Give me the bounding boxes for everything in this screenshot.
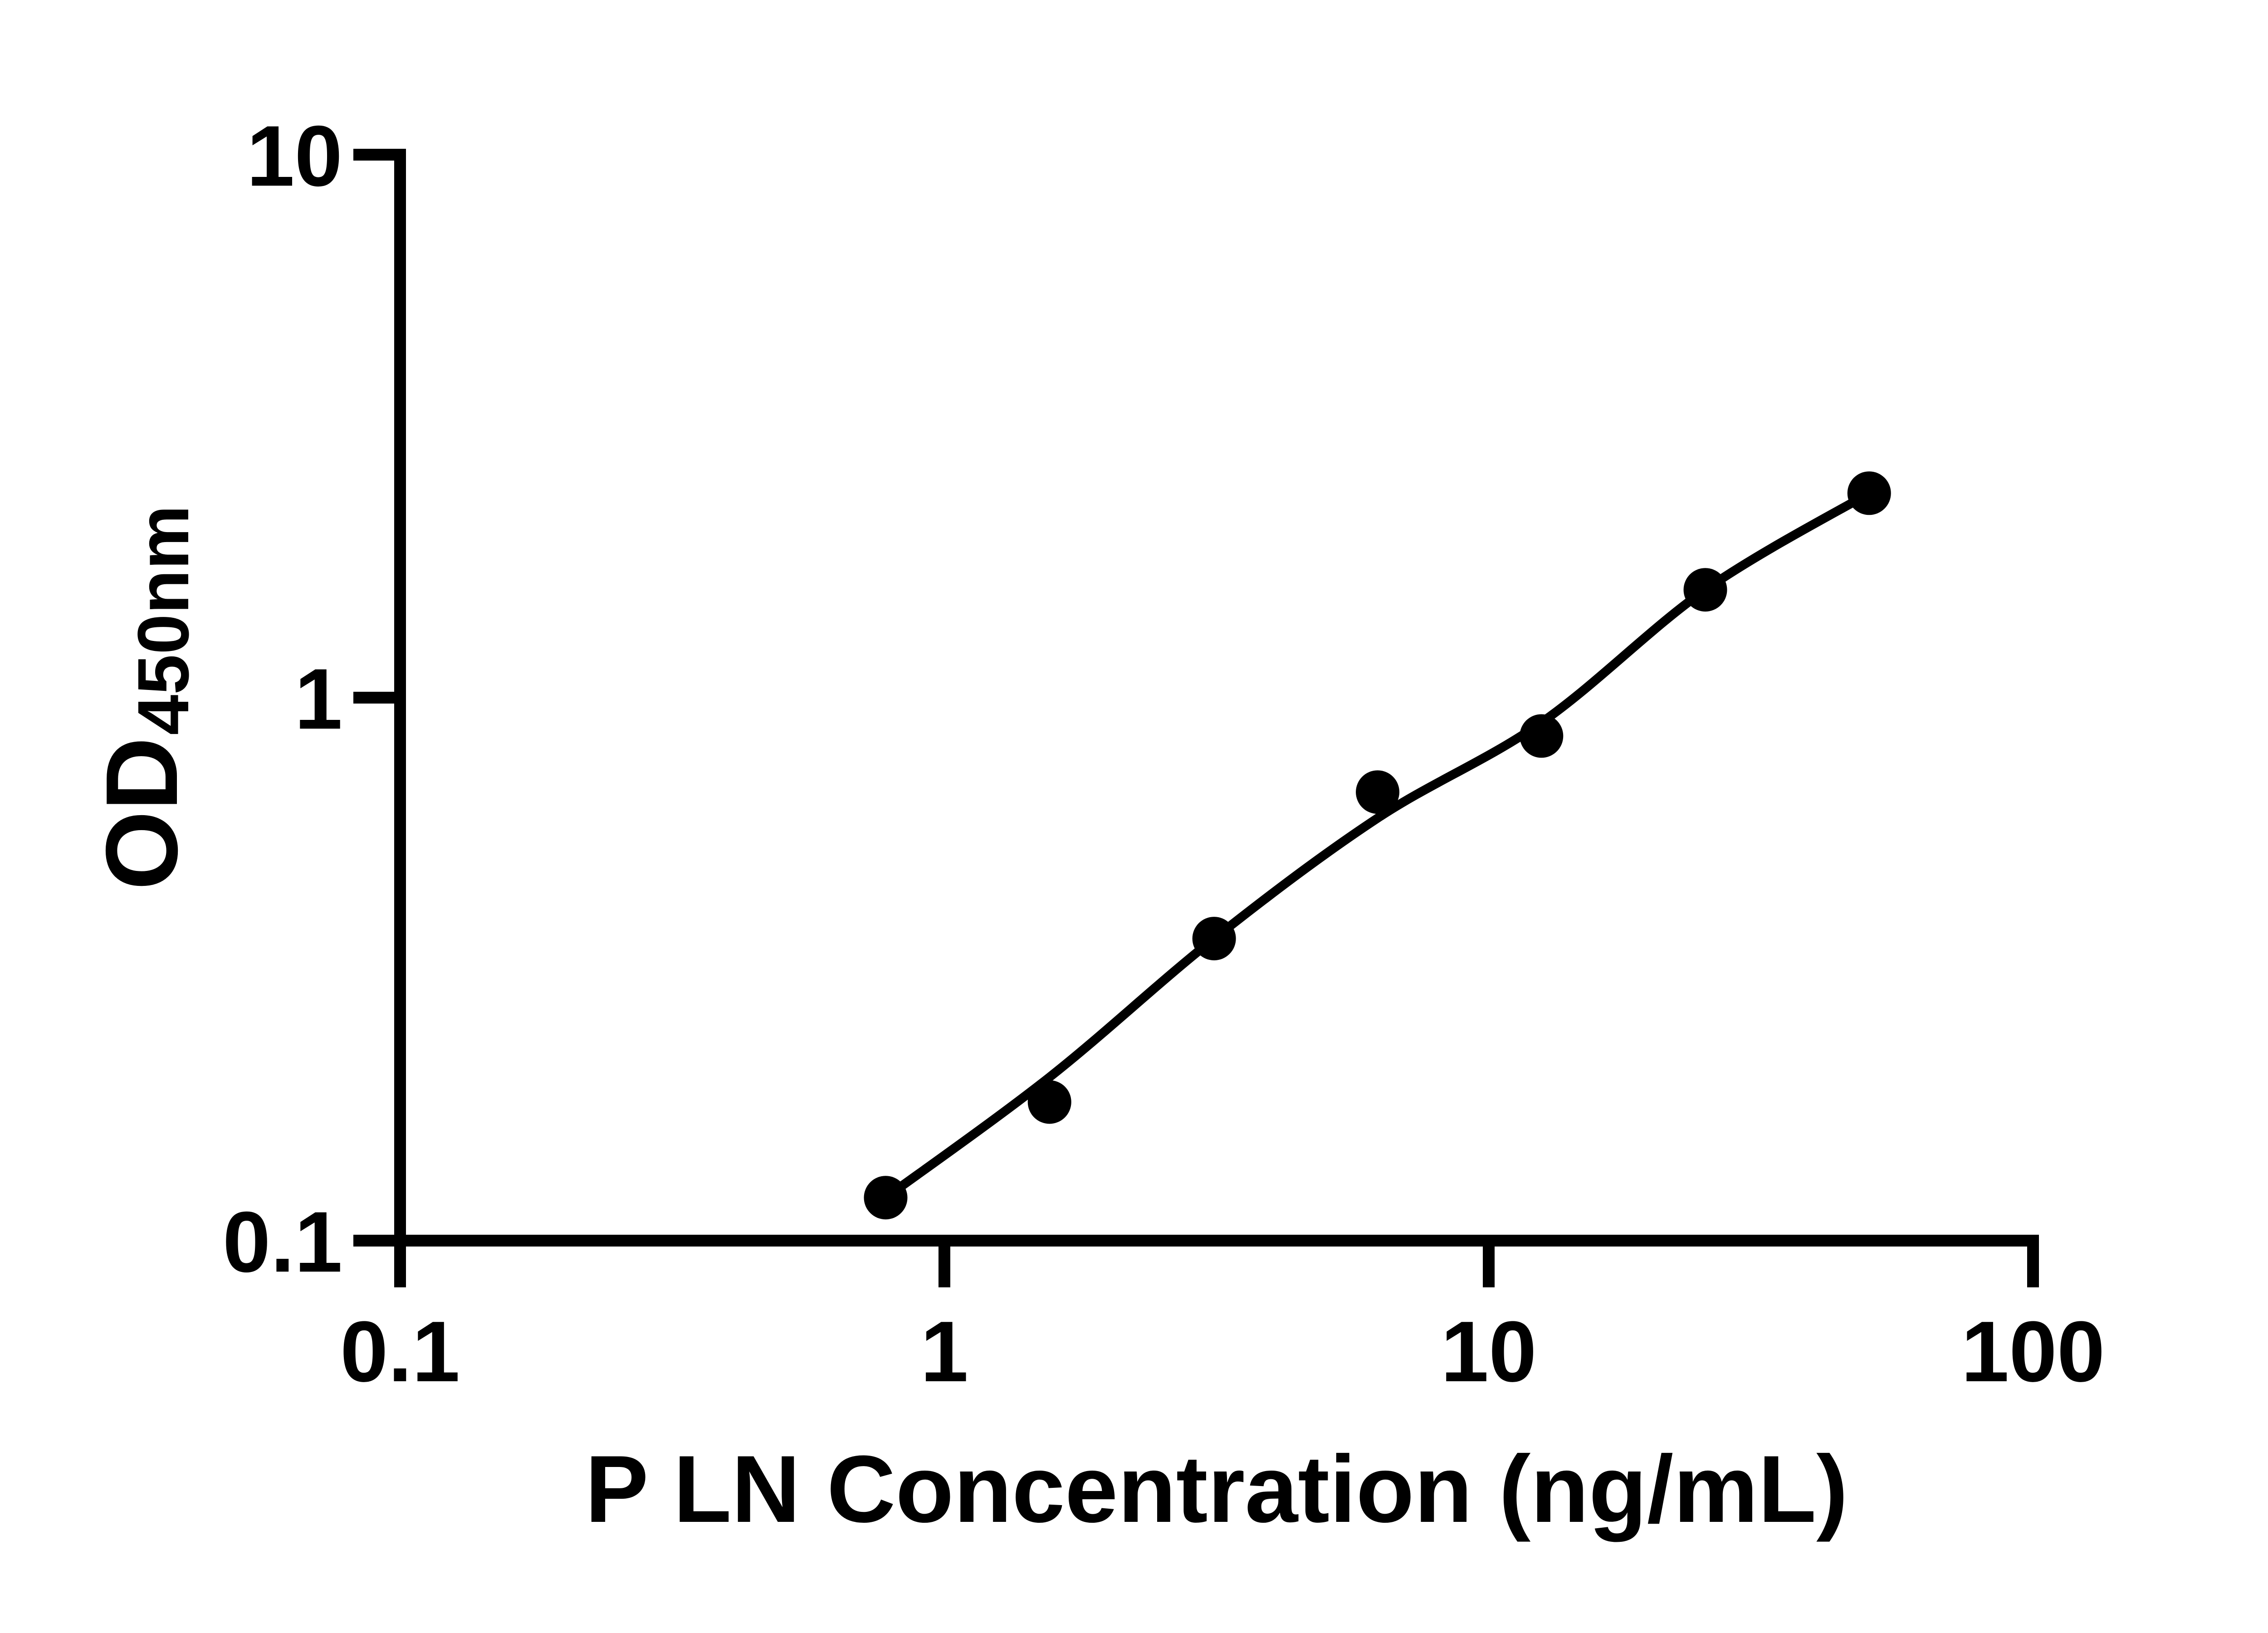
y-tick-label-1: 1	[294, 651, 342, 747]
data-point-12.5	[1520, 714, 1564, 758]
data-point-25	[1683, 568, 1727, 612]
y-tick-label-10: 10	[247, 108, 342, 204]
x-tick-label-10: 10	[1441, 1304, 1536, 1400]
data-point-3.13	[1192, 917, 1236, 961]
data-points	[864, 471, 1891, 1220]
data-point-0.78	[864, 1176, 908, 1220]
tick-labels: 0.1 1 10 0.1 1 10 100	[223, 108, 2105, 1400]
data-point-1.56	[1027, 1080, 1071, 1124]
data-point-50	[1847, 471, 1891, 515]
x-tick-label-1: 1	[920, 1304, 968, 1400]
y-tick-label-0.1: 0.1	[223, 1194, 342, 1290]
axes	[353, 149, 2039, 1287]
y-axis-title-subscript: 450nm	[122, 505, 204, 735]
x-tick-label-0.1: 0.1	[340, 1304, 460, 1400]
y-axis-title: OD 450nm	[84, 505, 204, 890]
data-point-6.25	[1356, 770, 1400, 814]
y-axis-title-main: OD	[84, 737, 199, 890]
x-axis-title: P LN Concentration (ng/mL)	[585, 1436, 1848, 1542]
x-tick-label-100: 100	[1961, 1304, 2105, 1400]
